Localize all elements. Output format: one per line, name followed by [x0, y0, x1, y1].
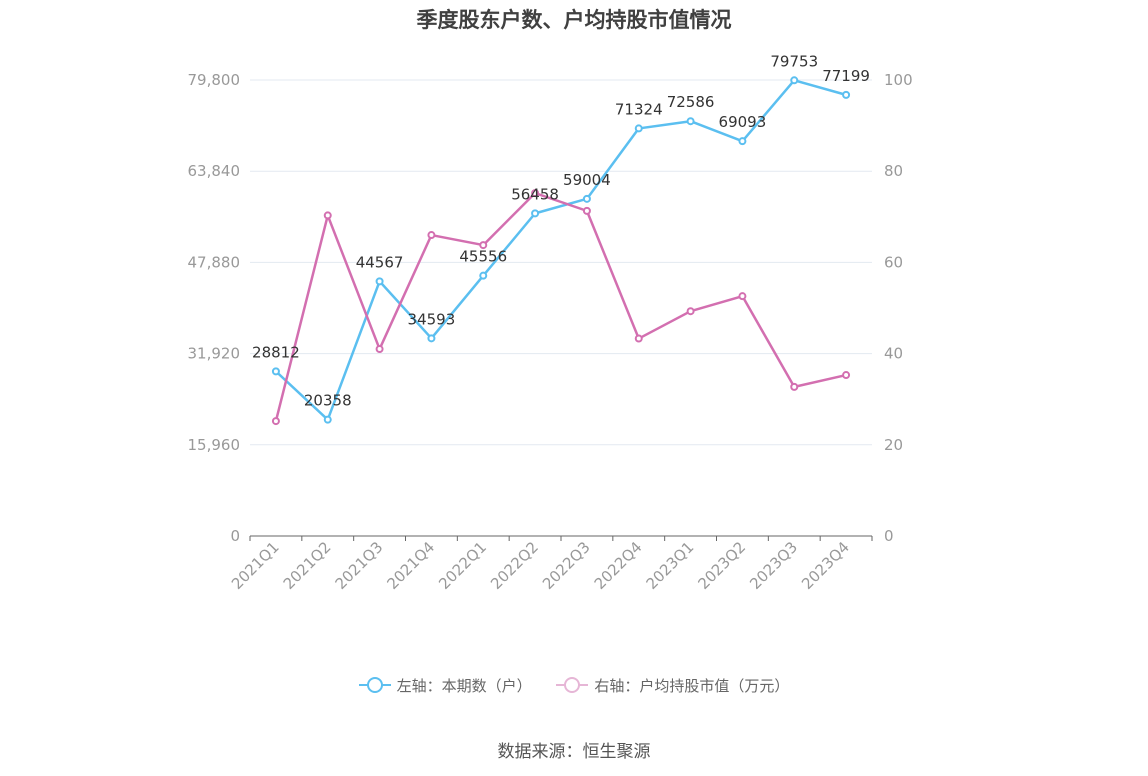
right-series-point	[531, 189, 540, 198]
left-series-point	[375, 277, 384, 286]
legend-label-right: 右轴：户均持股市值（万元）	[594, 676, 790, 695]
legend-marker-right	[556, 677, 589, 693]
left-axis-tick-label: 47,880	[188, 253, 241, 271]
x-axis-tick-label: 2023Q4	[798, 538, 853, 593]
x-axis-tick-label: 2023Q1	[643, 538, 698, 593]
left-series-line	[275, 79, 847, 421]
right-axis-tick-label: 40	[884, 345, 903, 363]
data-label: 69093	[719, 113, 767, 131]
legend-marker-left	[358, 677, 391, 693]
left-series-point	[634, 124, 643, 133]
x-axis-tick-label: 2022Q1	[435, 538, 490, 593]
data-label: 59004	[563, 171, 611, 189]
right-series-point	[427, 231, 436, 240]
left-series-point	[842, 90, 851, 99]
left-series-point	[738, 137, 747, 146]
data-label: 72586	[667, 93, 715, 111]
right-axis-tick-label: 100	[884, 71, 913, 89]
right-axis-tick-label: 60	[884, 253, 903, 271]
left-axis-tick-label: 15,960	[188, 436, 241, 454]
data-label: 44567	[356, 253, 404, 271]
right-series-line	[274, 191, 847, 422]
left-series-point	[790, 76, 799, 85]
x-axis-tick-label: 2022Q3	[539, 538, 594, 593]
data-label: 79753	[770, 52, 818, 70]
right-series-point	[479, 241, 488, 250]
legend-item-left-series[interactable]: 左轴：本期数（户）	[358, 675, 532, 696]
right-series-point	[323, 211, 332, 220]
data-label: 77199	[822, 67, 870, 85]
right-axis-tick-label: 20	[884, 436, 903, 454]
data-label: 28812	[252, 343, 300, 361]
legend-label-left: 左轴：本期数（户）	[396, 676, 532, 695]
right-series-point	[790, 382, 799, 391]
right-axis-tick-label: 0	[884, 527, 894, 545]
x-axis-tick-label: 2022Q2	[487, 538, 542, 593]
data-label: 34593	[408, 310, 456, 328]
legend-item-right-series[interactable]: 右轴：户均持股市值（万元）	[556, 675, 789, 696]
left-series-point	[479, 271, 488, 280]
legend: 左轴：本期数（户） 右轴：户均持股市值（万元）	[0, 672, 1148, 696]
x-axis-tick-label: 2021Q2	[280, 538, 335, 593]
data-label: 71324	[615, 100, 663, 118]
chart-title: 季度股东户数、户均持股市值情况	[416, 8, 732, 32]
x-axis-tick-label: 2023Q2	[694, 538, 749, 593]
x-axis-tick-label: 2021Q1	[228, 538, 283, 593]
left-axis-tick-label: 63,840	[188, 162, 241, 180]
right-series-point	[634, 334, 643, 343]
data-source: 数据来源：恒生聚源	[497, 742, 651, 762]
data-label: 56458	[511, 185, 559, 203]
right-axis-tick-label: 80	[884, 162, 903, 180]
right-series-point	[842, 371, 851, 380]
x-axis-tick-label: 2021Q4	[383, 538, 438, 593]
left-series-point	[271, 367, 280, 376]
x-axis-tick-label: 2022Q4	[591, 538, 646, 593]
right-series-point	[271, 417, 280, 426]
left-axis-tick-label: 0	[230, 527, 240, 545]
left-series-point	[531, 209, 540, 218]
right-series-point	[738, 292, 747, 301]
left-series-point	[582, 194, 591, 203]
right-series-point	[375, 345, 384, 354]
left-series-point	[427, 334, 436, 343]
left-series-point	[686, 117, 695, 126]
left-series-point	[323, 415, 332, 424]
right-series-point	[582, 206, 591, 215]
left-axis-tick-label: 79,800	[188, 71, 241, 89]
right-series-point	[686, 307, 695, 316]
x-axis-tick-label: 2021Q3	[332, 538, 387, 593]
left-axis-tick-label: 31,920	[188, 345, 241, 363]
x-axis-tick-label: 2023Q3	[746, 538, 801, 593]
data-label: 45556	[459, 248, 507, 266]
data-label: 20358	[304, 392, 352, 410]
